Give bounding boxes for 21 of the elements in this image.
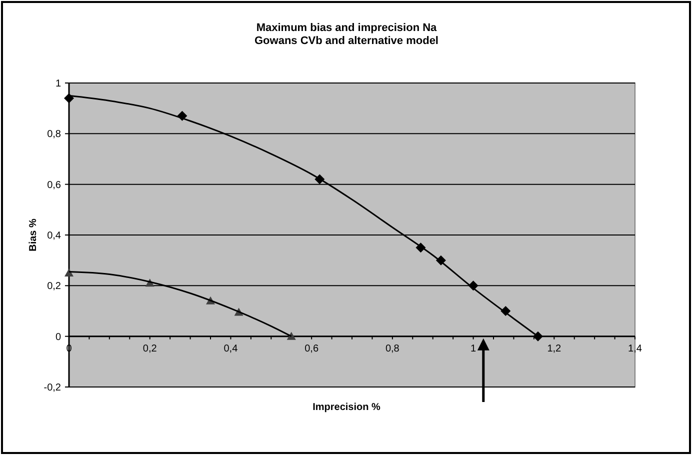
chart-title: Maximum bias and imprecision Na Gowans CVb and alternative model (254, 22, 438, 47)
y-tick-label: 0,6 (47, 180, 62, 191)
point (64, 268, 74, 276)
x-axis-title: Imprecision % (312, 402, 380, 413)
y-tick-label: 0 (55, 332, 62, 343)
x-tick-label: 1,2 (547, 343, 562, 354)
y-tick-label: 0,2 (47, 281, 62, 292)
point (532, 331, 543, 342)
y-tick-label: -0,2 (44, 382, 62, 394)
x-tick-label: 0,4 (224, 343, 238, 354)
x-tick-label: 1,4 (628, 343, 642, 354)
point (286, 332, 296, 340)
x-tick-label: 1 (470, 343, 477, 354)
y-tick-label: 1 (55, 78, 62, 90)
point (64, 93, 74, 104)
x-tick-label: 0,2 (142, 343, 158, 354)
y-axis-title: Bias % (28, 218, 39, 252)
x-tick-label: 0,8 (385, 343, 400, 354)
x-tick-label: 0,6 (304, 343, 319, 354)
y-tick-label: 0,4 (47, 230, 62, 242)
y-tick-label: 0,8 (47, 129, 62, 140)
